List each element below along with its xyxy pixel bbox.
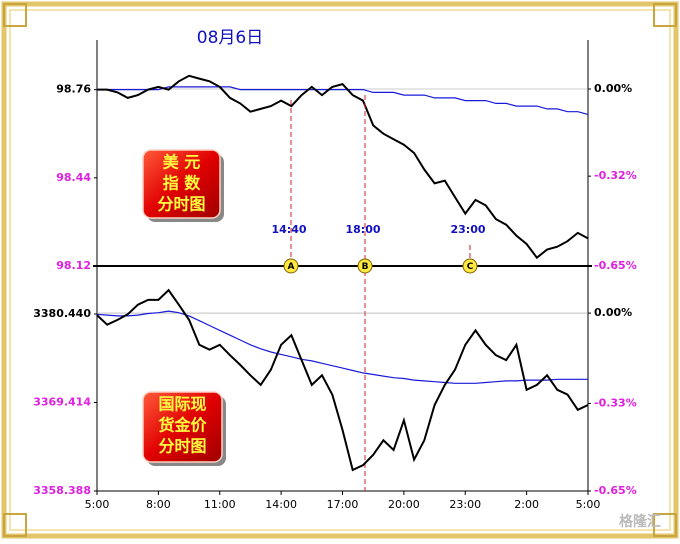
event-marker xyxy=(462,258,478,274)
label-box xyxy=(142,149,221,219)
y-tick-label: 3369.414 xyxy=(33,395,91,408)
price-line xyxy=(96,288,589,472)
label-text: 分时图 xyxy=(158,437,206,456)
x-tick-label: 14:00 xyxy=(265,498,297,511)
event-marker-label: A xyxy=(288,262,295,272)
y2-tick-label: 0.00% xyxy=(594,82,632,95)
y-tick-label: 98.44 xyxy=(56,171,91,184)
event-time: 23:00 xyxy=(450,223,485,236)
chart-title: 08月6日 xyxy=(197,28,263,48)
y2-tick-label: -0.32% xyxy=(594,169,637,182)
price-line xyxy=(96,310,588,384)
y2-tick-label: -0.65% xyxy=(594,484,637,497)
event-marker xyxy=(283,258,299,274)
y-tick-label: 98.12 xyxy=(56,259,91,272)
label-text: 货金价 xyxy=(158,416,207,435)
label-text: 美 元 xyxy=(163,153,201,172)
event-time: 18:00 xyxy=(345,223,380,236)
frame-corners xyxy=(3,3,677,537)
event-marker-label: B xyxy=(362,262,369,272)
event-marker-label: C xyxy=(467,262,474,272)
x-tick-label: 2:00 xyxy=(514,498,539,511)
x-tick-label: 11:00 xyxy=(204,498,236,511)
label-text: 分时图 xyxy=(157,195,205,214)
y2-tick-label: -0.65% xyxy=(594,259,637,272)
y2-tick-label: 0.00% xyxy=(594,306,632,319)
x-tick-label: 5:00 xyxy=(85,498,110,511)
y-tick-label: 3358.388 xyxy=(33,484,91,497)
frame-inner xyxy=(9,9,671,531)
x-tick-label: 8:00 xyxy=(146,498,171,511)
y-tick-label: 3380.440 xyxy=(33,307,91,320)
price-line xyxy=(97,86,589,115)
label-box xyxy=(142,391,223,463)
x-tick-label: 5:00 xyxy=(576,498,601,511)
x-tick-label: 17:00 xyxy=(327,498,359,511)
x-tick-label: 20:00 xyxy=(388,498,420,511)
watermark: 格隆汇 xyxy=(619,513,661,530)
price-line xyxy=(97,74,589,260)
y-tick-label: 98.76 xyxy=(56,83,91,96)
x-tick-label: 23:00 xyxy=(449,498,481,511)
y2-tick-label: -0.33% xyxy=(594,396,637,409)
event-time: 14:40 xyxy=(271,223,306,236)
event-marker xyxy=(357,258,373,274)
label-text: 国际现 xyxy=(158,395,206,414)
label-text: 指 数 xyxy=(163,174,202,193)
